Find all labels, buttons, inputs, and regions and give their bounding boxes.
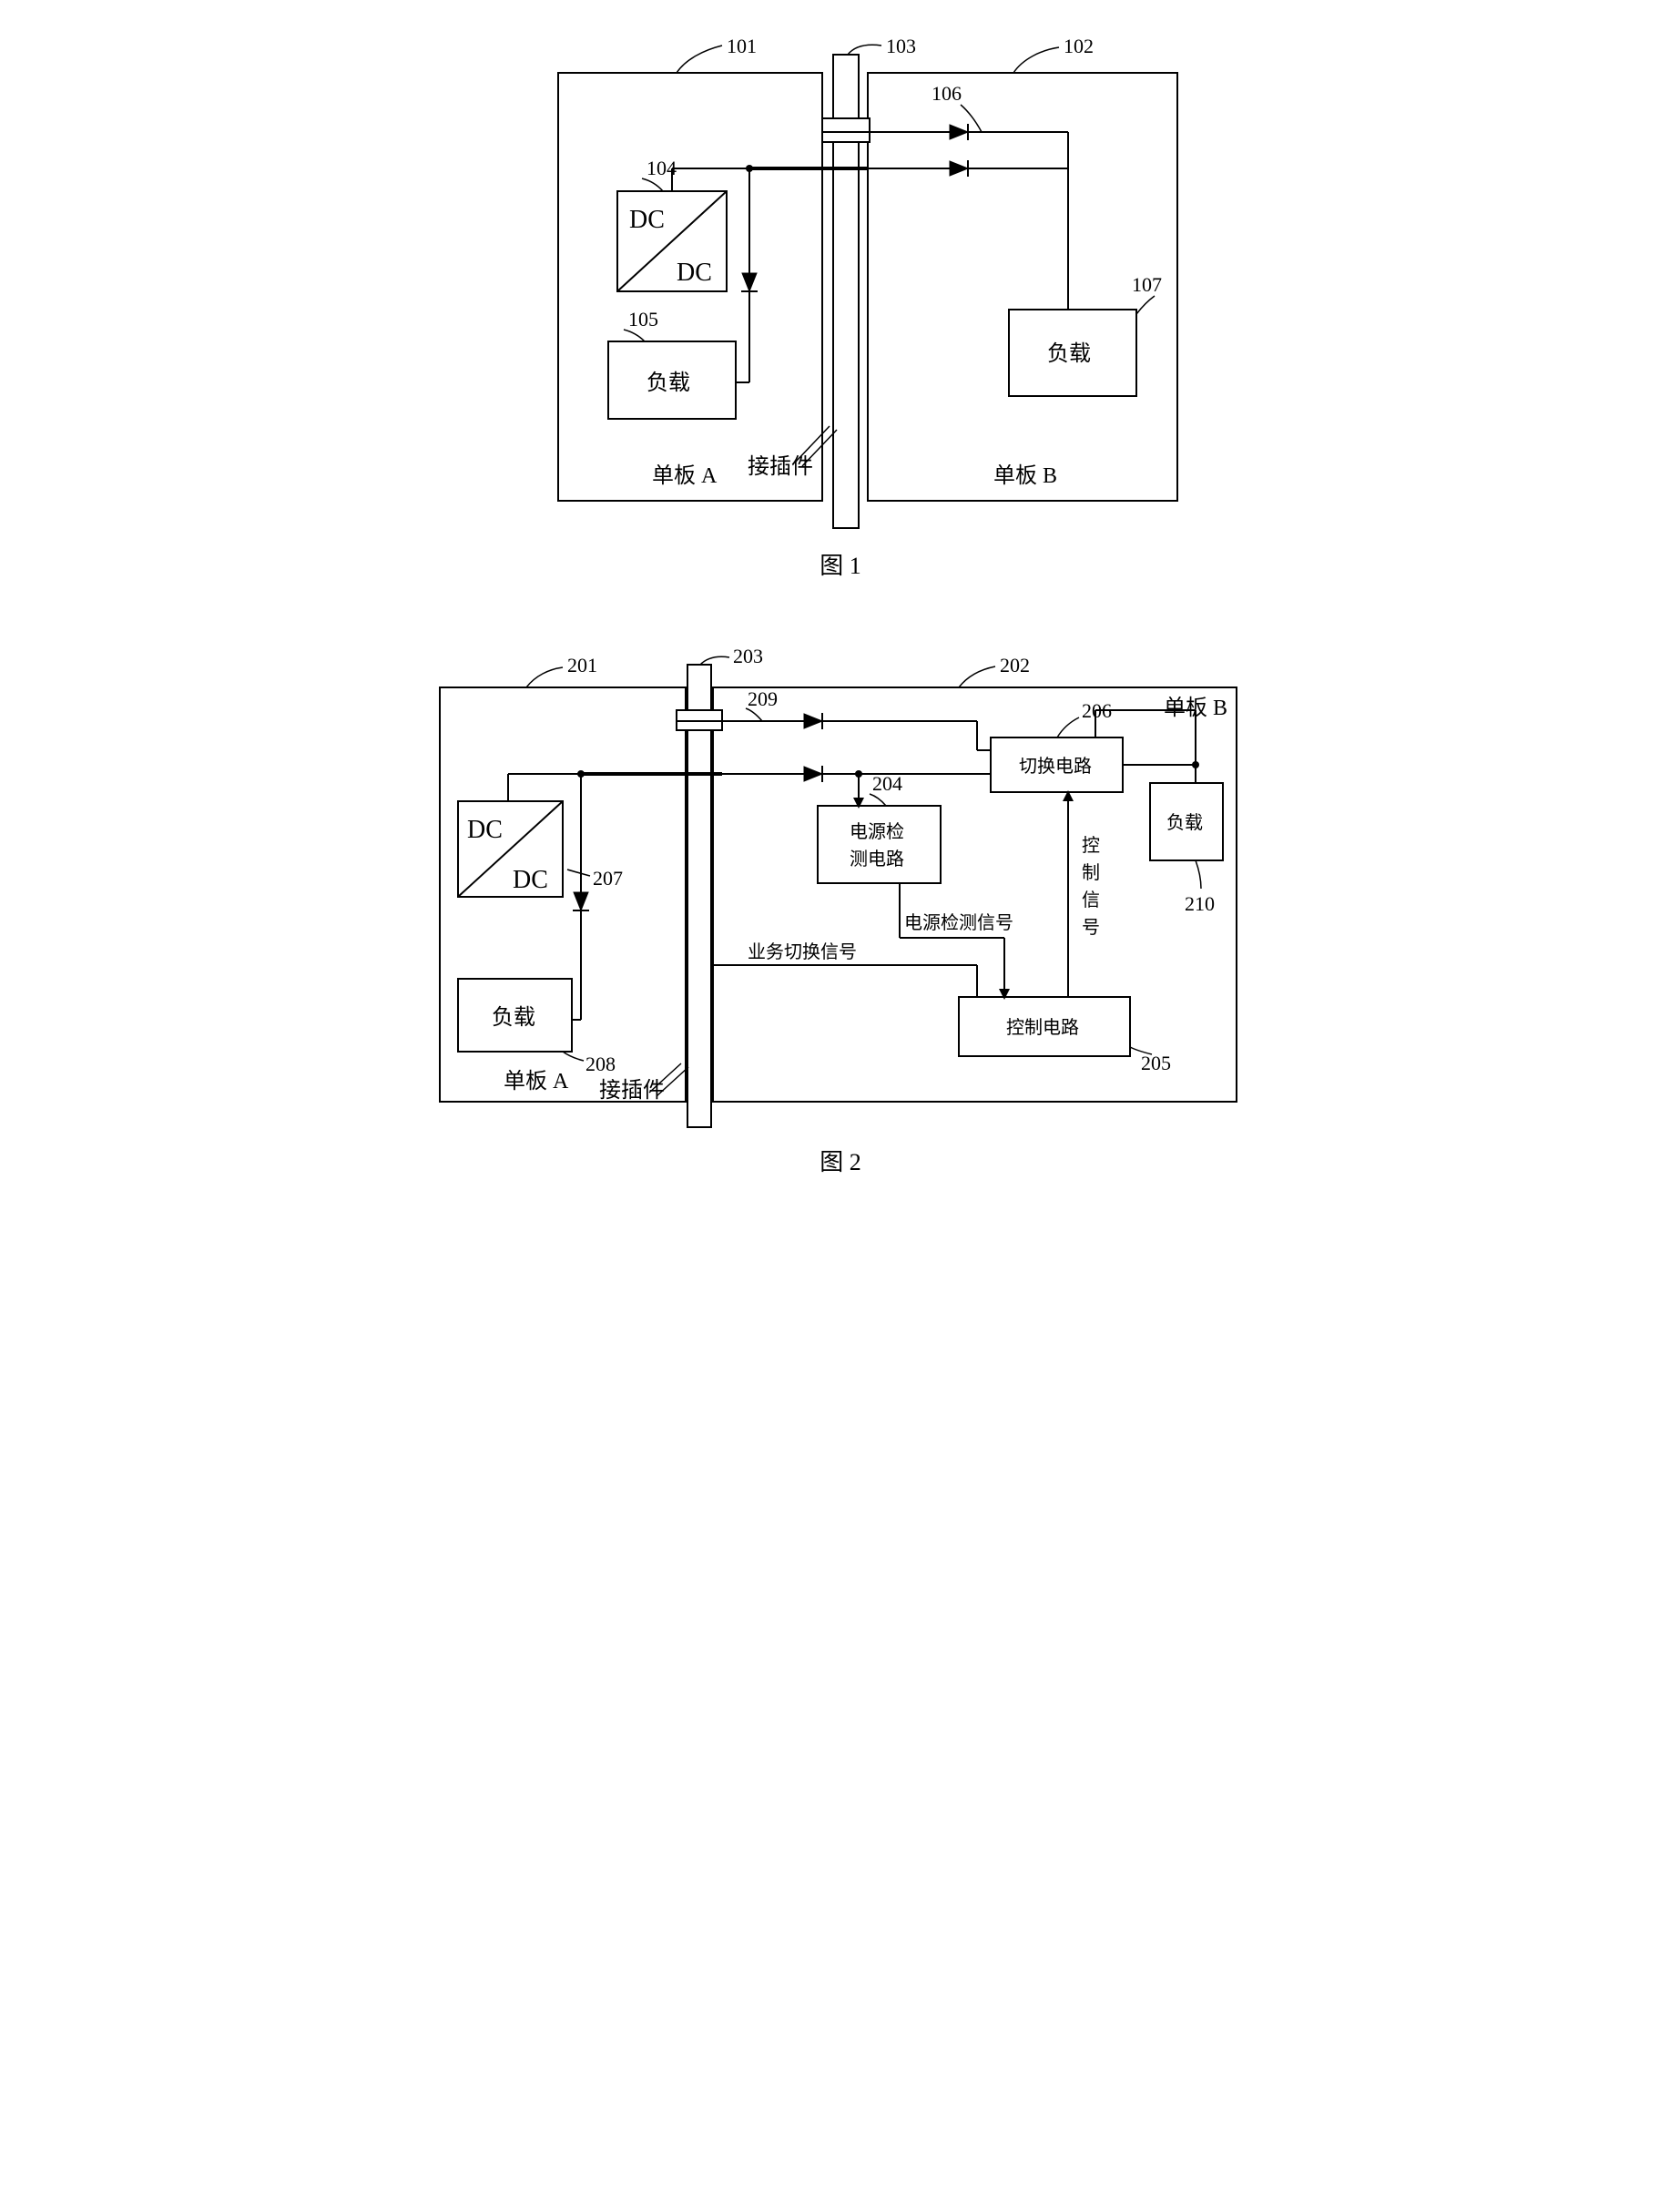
fig2-connector-label: 接插件 bbox=[599, 1078, 665, 1103]
fig1-load-b-label: 负载 bbox=[1047, 341, 1091, 366]
fig2-sig3-1: 控 bbox=[1082, 835, 1100, 856]
fig2-board-b-label: 单板 B bbox=[1164, 696, 1227, 720]
fig2-ref-206: 206 bbox=[1082, 699, 1112, 722]
fig1-load-a-label: 负载 bbox=[647, 371, 690, 395]
fig1-board-b bbox=[868, 73, 1177, 501]
fig1-caption: 图 1 bbox=[820, 553, 861, 579]
fig2-board-a-label: 单板 A bbox=[504, 1069, 569, 1093]
fig2-load-b-label: 负载 bbox=[1166, 812, 1203, 833]
fig2-diode-top2 bbox=[804, 766, 822, 782]
fig1-board-a-label: 单板 A bbox=[652, 463, 718, 488]
fig1-diode-top bbox=[950, 124, 968, 140]
fig1-diode-mid bbox=[950, 160, 968, 177]
fig1-dcdc-bot: DC bbox=[677, 259, 712, 287]
fig2-switch-label: 切换电路 bbox=[1019, 756, 1092, 777]
fig1-ref-104: 104 bbox=[647, 157, 677, 179]
fig2-connector bbox=[687, 665, 711, 1127]
fig2-ref-203: 203 bbox=[733, 645, 763, 667]
fig1-dcdc-top: DC bbox=[629, 206, 665, 234]
fig2-ref-209: 209 bbox=[748, 687, 778, 710]
fig2-sig1: 电源检测信号 bbox=[904, 912, 1013, 933]
fig1-board-b-label: 单板 B bbox=[993, 463, 1057, 488]
fig1-diode-down bbox=[741, 273, 758, 291]
fig2-sig2: 业务切换信号 bbox=[748, 941, 857, 962]
fig2-detect-box bbox=[818, 806, 941, 883]
fig1-ref-105: 105 bbox=[628, 308, 658, 331]
fig2-dcdc-bot: DC bbox=[513, 866, 548, 894]
fig2-ref-208: 208 bbox=[585, 1053, 616, 1075]
fig2-diode-down bbox=[573, 892, 589, 910]
fig1-ref-101: 101 bbox=[727, 36, 757, 57]
fig2-dcdc-top: DC bbox=[467, 816, 503, 844]
fig2-ref-204: 204 bbox=[872, 772, 902, 795]
fig2-detect-l2: 测电路 bbox=[850, 849, 904, 870]
fig1-ref-102: 102 bbox=[1064, 36, 1094, 57]
fig2-load-a-label: 负载 bbox=[492, 1005, 535, 1030]
fig2-ref-210: 210 bbox=[1185, 892, 1215, 915]
fig1-connector-tab bbox=[822, 118, 870, 142]
fig2-diode-top1 bbox=[804, 713, 822, 729]
fig2-sig3-4: 号 bbox=[1082, 918, 1100, 938]
fig2-caption: 图 2 bbox=[820, 1149, 861, 1175]
fig2-ref-201: 201 bbox=[567, 654, 597, 676]
fig2-sig3-2: 制 bbox=[1082, 862, 1100, 883]
fig2-ref-207: 207 bbox=[593, 867, 623, 890]
fig2-detect-l1: 电源检 bbox=[850, 821, 904, 842]
fig1-ref-103: 103 bbox=[886, 36, 916, 57]
fig2-control-label: 控制电路 bbox=[1006, 1017, 1079, 1038]
fig2-ref-202: 202 bbox=[1000, 654, 1030, 676]
fig1-ref-106: 106 bbox=[932, 82, 962, 105]
fig1-connector-label: 接插件 bbox=[748, 454, 813, 479]
fig1-ref-107: 107 bbox=[1132, 273, 1162, 296]
fig2-ref-205: 205 bbox=[1141, 1052, 1171, 1074]
fig2-sig3-3: 信 bbox=[1082, 890, 1100, 910]
